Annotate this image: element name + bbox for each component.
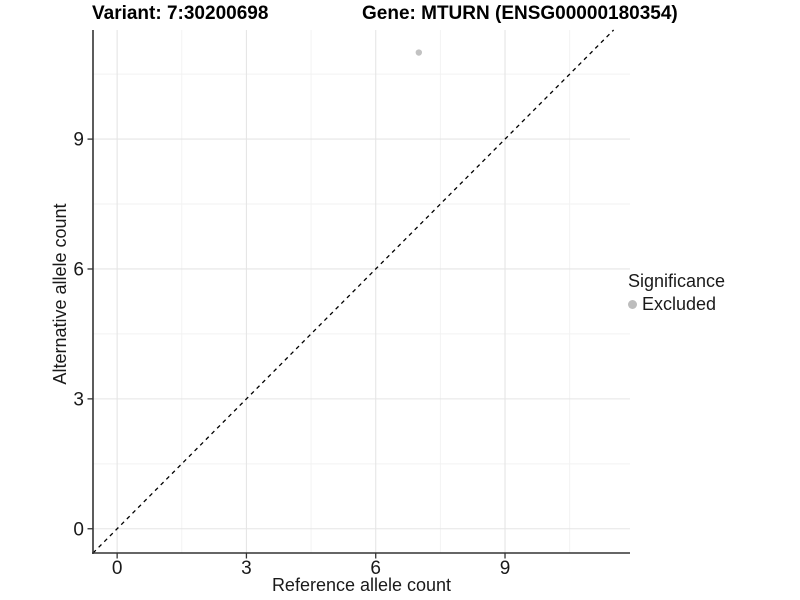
data-point bbox=[415, 49, 423, 56]
plot-title-variant: Variant: 7:30200698 bbox=[92, 3, 269, 24]
plot-title-gene: Gene: MTURN (ENSG00000180354) bbox=[362, 3, 678, 24]
legend-title: Significance bbox=[628, 271, 726, 291]
x-tick-label: 6 bbox=[370, 558, 381, 579]
y-tick-label: 3 bbox=[73, 389, 84, 410]
legend-point-icon bbox=[628, 300, 637, 309]
y-tick-label: 0 bbox=[73, 519, 84, 540]
legend-entry: Excluded bbox=[628, 294, 725, 315]
x-tick-label: 9 bbox=[500, 558, 511, 579]
x-tick-label: 3 bbox=[241, 558, 252, 579]
identity-line bbox=[92, 29, 615, 554]
y-axis-label: Alternative allele count bbox=[50, 203, 70, 385]
legend-entry-label: Excluded bbox=[642, 294, 717, 314]
y-tick-label: 6 bbox=[73, 259, 84, 280]
y-tick-label: 9 bbox=[73, 130, 84, 151]
x-axis-label: Reference allele count bbox=[271, 575, 452, 595]
legend: Significance Excluded bbox=[628, 271, 725, 315]
x-tick-label: 0 bbox=[112, 558, 123, 579]
